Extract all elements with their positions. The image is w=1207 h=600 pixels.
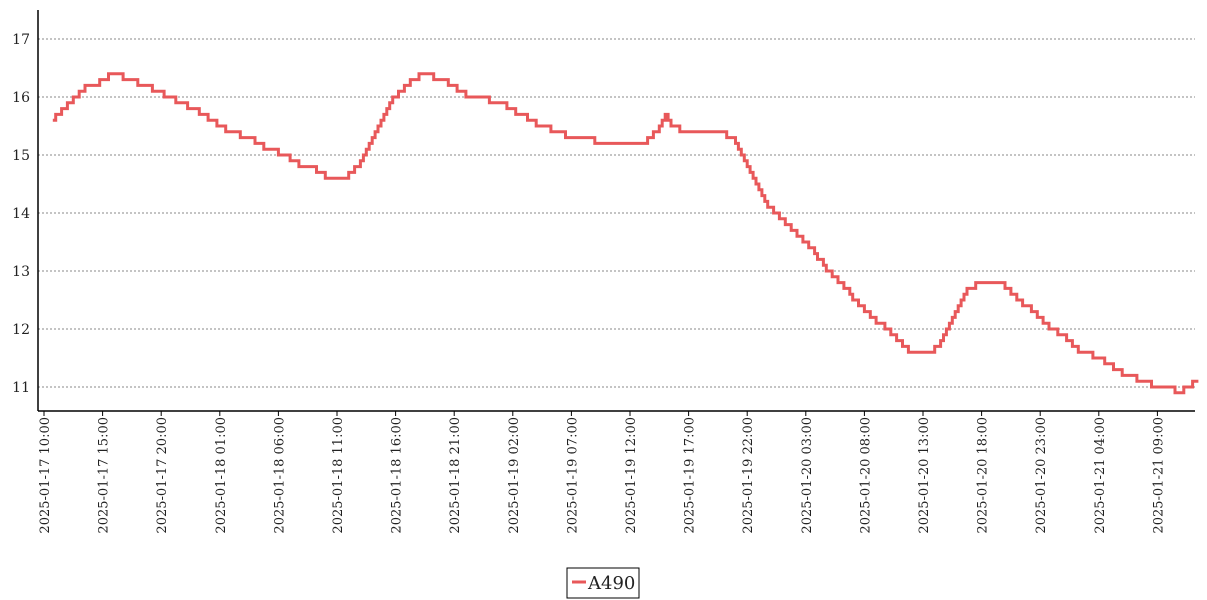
- gridlines: [38, 38, 1195, 388]
- x-tick-label: 2025-01-17 10:00: [38, 417, 53, 534]
- axes: [37, 10, 1195, 412]
- x-tick-label: 2025-01-17 15:00: [97, 417, 112, 534]
- y-tick-label: 11: [12, 380, 30, 396]
- x-tick-label: 2025-01-19 17:00: [683, 417, 698, 534]
- x-tick-label: 2025-01-18 16:00: [390, 417, 405, 534]
- y-tick-label: 15: [12, 148, 30, 164]
- x-tick-label: 2025-01-18 11:00: [331, 417, 346, 534]
- x-tick-label: 2025-01-17 20:00: [155, 417, 170, 534]
- x-tick-label: 2025-01-18 06:00: [272, 417, 287, 534]
- x-tick-label: 2025-01-19 12:00: [624, 417, 639, 534]
- y-tick-label: 13: [12, 264, 30, 280]
- series-layer: [52, 72, 1199, 395]
- y-tick-label: 17: [12, 32, 30, 48]
- y-tick-label: 14: [12, 206, 30, 222]
- x-tick-label: 2025-01-19 22:00: [741, 417, 756, 534]
- y-axis-ticks: 11 12 13 14 15 16 17: [12, 32, 30, 396]
- x-tick-label: 2025-01-20 03:00: [800, 417, 815, 534]
- series-line-A490: [52, 72, 1199, 395]
- y-tick-label: 12: [12, 322, 30, 338]
- x-tick-label: 2025-01-18 01:00: [214, 417, 229, 534]
- x-tick-label: 2025-01-19 07:00: [565, 417, 580, 534]
- x-tick-label: 2025-01-21 04:00: [1093, 417, 1108, 534]
- x-tick-label: 2025-01-21 09:00: [1151, 417, 1166, 534]
- x-axis-ticks: 2025-01-17 10:00 2025-01-17 15:00 2025-01-…: [38, 411, 1166, 534]
- x-tick-label: 2025-01-18 21:00: [448, 417, 463, 534]
- x-tick-label: 2025-01-19 02:00: [507, 417, 522, 534]
- x-tick-label: 2025-01-20 08:00: [858, 417, 873, 534]
- x-tick-label: 2025-01-20 18:00: [976, 417, 991, 534]
- legend-label: A490: [587, 573, 635, 594]
- legend: A490: [566, 567, 640, 599]
- y-tick-label: 16: [12, 90, 30, 106]
- x-tick-label: 2025-01-20 13:00: [917, 417, 932, 534]
- x-tick-label: 2025-01-20 23:00: [1034, 417, 1049, 534]
